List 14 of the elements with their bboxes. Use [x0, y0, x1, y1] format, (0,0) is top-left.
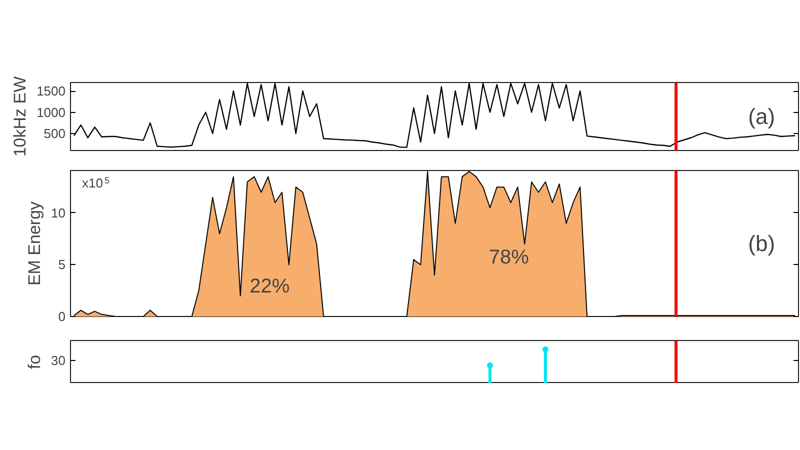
- y-axis-title: 10kHz EW: [10, 76, 30, 157]
- y-axis-title: EM Energy: [25, 200, 44, 286]
- y-tick-label: 5: [58, 257, 66, 272]
- y-tick-label: 1500: [36, 84, 66, 98]
- y-tick-label: 500: [44, 126, 66, 141]
- text: 30: [51, 352, 66, 368]
- y-tick-label: 10: [51, 205, 66, 220]
- y-tick-label: 1000: [36, 104, 66, 120]
- annotation: (a): [748, 104, 776, 129]
- annotation: 22%: [250, 276, 290, 298]
- y-tick-label: 0: [58, 309, 66, 324]
- annotation: 78%: [488, 246, 530, 268]
- y-axis-title: fo: [25, 354, 44, 370]
- annotation: (b): [748, 231, 776, 256]
